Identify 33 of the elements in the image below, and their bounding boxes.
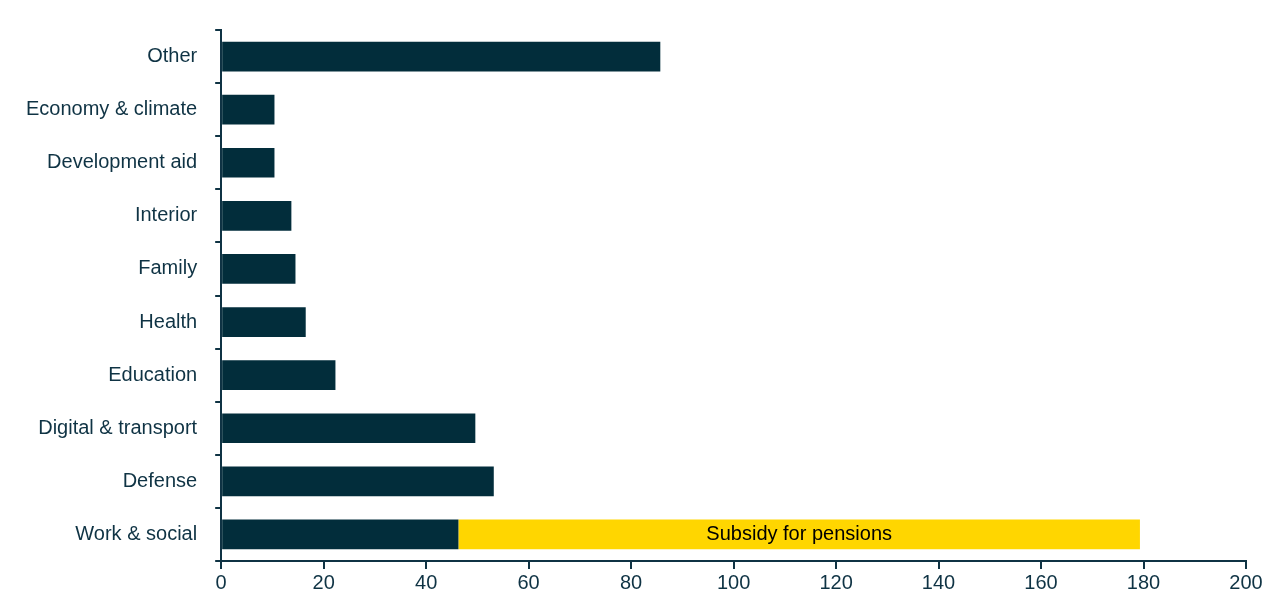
x-tick-label: 80 [619, 570, 643, 593]
x-tick-label: 60 [517, 570, 540, 593]
x-tick-label: 180 [1126, 570, 1161, 593]
bar [222, 307, 306, 337]
y-tick-label: Interior [134, 203, 198, 226]
y-tick-label: Economy & climate [26, 97, 198, 120]
y-tick-label: Defense [122, 468, 198, 491]
bar [222, 413, 476, 444]
x-tick-label: 120 [819, 570, 853, 593]
bar [222, 466, 494, 497]
y-tick-label: Family [138, 256, 198, 279]
x-tick-label: 200 [1229, 570, 1263, 593]
x-tick-label: 100 [716, 570, 751, 593]
x-tick-label: 0 [215, 570, 227, 593]
bar [458, 519, 1140, 550]
series-label: Subsidy for pensions [706, 521, 893, 544]
y-tick-label: Education [108, 362, 198, 385]
bar [222, 254, 296, 284]
y-tick-label: Health [139, 309, 198, 332]
y-tick-label: Digital & transport [38, 415, 198, 438]
bar [222, 41, 661, 72]
y-tick-label: Other [147, 44, 198, 67]
x-tick-label: 20 [312, 570, 335, 593]
y-tick-label: Development aid [47, 150, 198, 173]
bar [222, 200, 292, 231]
bar [222, 360, 336, 391]
x-tick-label: 160 [1024, 570, 1058, 593]
bar [222, 147, 275, 178]
y-tick-label: Work & social [75, 521, 198, 544]
x-tick-label: 140 [921, 570, 956, 593]
x-tick-label: 40 [415, 570, 438, 593]
bar [222, 94, 275, 125]
bar [222, 519, 459, 550]
